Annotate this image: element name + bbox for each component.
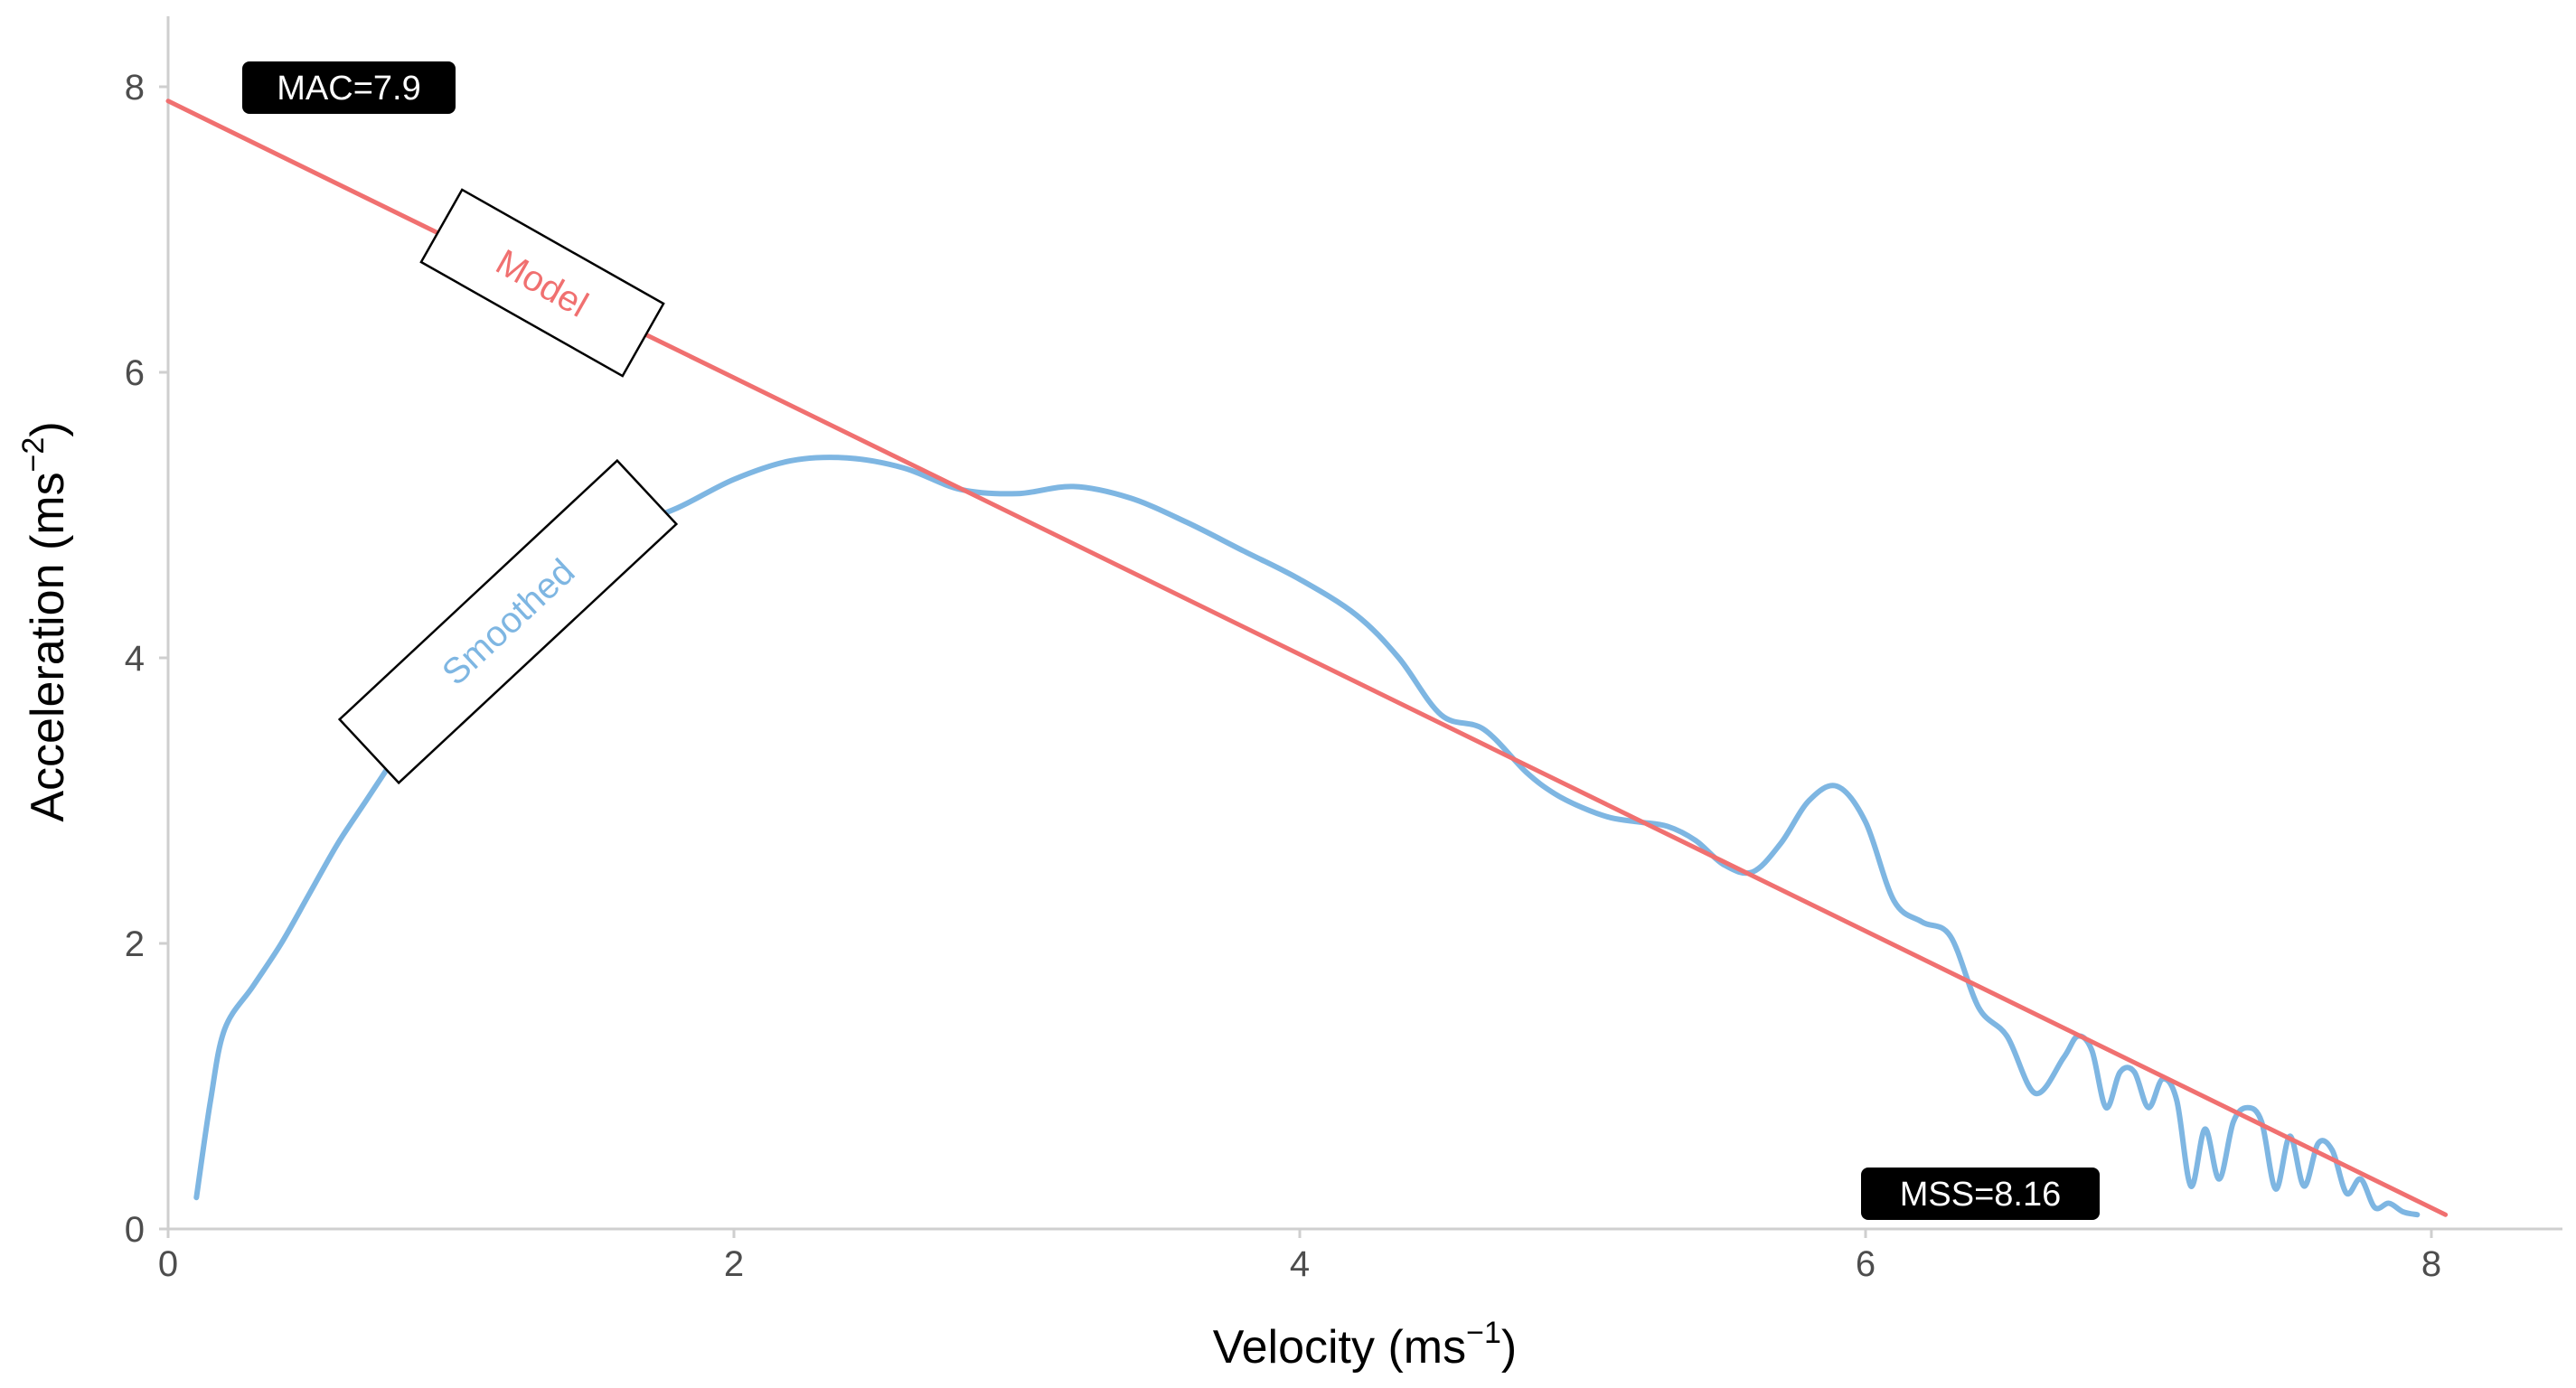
x-axis-title-end: ): [1501, 1321, 1517, 1374]
y-axis-title-end: ): [22, 421, 74, 436]
mss-badge-text: MSS=8.16: [1900, 1176, 2062, 1214]
y-tick-label: 2: [125, 924, 145, 964]
mac-annotation-badge: MAC=7.9: [242, 61, 456, 114]
smoothed-series-label: Smoothed: [337, 458, 679, 785]
x-axis-title-main: Velocity (ms: [1213, 1321, 1466, 1374]
y-ticks: 0 2 4 6 8: [125, 68, 168, 1250]
smoothed-label-box: [337, 458, 679, 785]
mac-badge-text: MAC=7.9: [277, 70, 420, 108]
mss-annotation-badge: MSS=8.16: [1861, 1168, 2100, 1220]
y-tick-label: 8: [125, 68, 145, 108]
y-axis-title-main: Acceleration (ms: [22, 472, 74, 821]
y-axis-title-superscript: −2: [16, 437, 51, 473]
x-tick-label: 6: [1856, 1244, 1876, 1284]
y-tick-label: 0: [125, 1210, 145, 1250]
model-label-box: [419, 188, 665, 378]
x-tick-label: 8: [2421, 1244, 2441, 1284]
model-series-label: Model: [419, 188, 665, 378]
y-axis-title: Acceleration (ms−2): [16, 421, 74, 821]
axes: [166, 16, 2562, 1231]
mac-badge-background: [242, 61, 456, 114]
y-tick-label: 6: [125, 353, 145, 393]
y-tick-label: 4: [125, 639, 145, 679]
x-axis-title-superscript: −1: [1466, 1316, 1501, 1350]
x-tick-label: 4: [1290, 1244, 1310, 1284]
x-axis-title: Velocity (ms−1): [1213, 1316, 1517, 1374]
x-tick-label: 2: [724, 1244, 744, 1284]
x-tick-label: 0: [158, 1244, 178, 1284]
x-ticks: 0 2 4 6 8: [158, 1229, 2441, 1284]
mss-badge-background: [1861, 1168, 2100, 1220]
